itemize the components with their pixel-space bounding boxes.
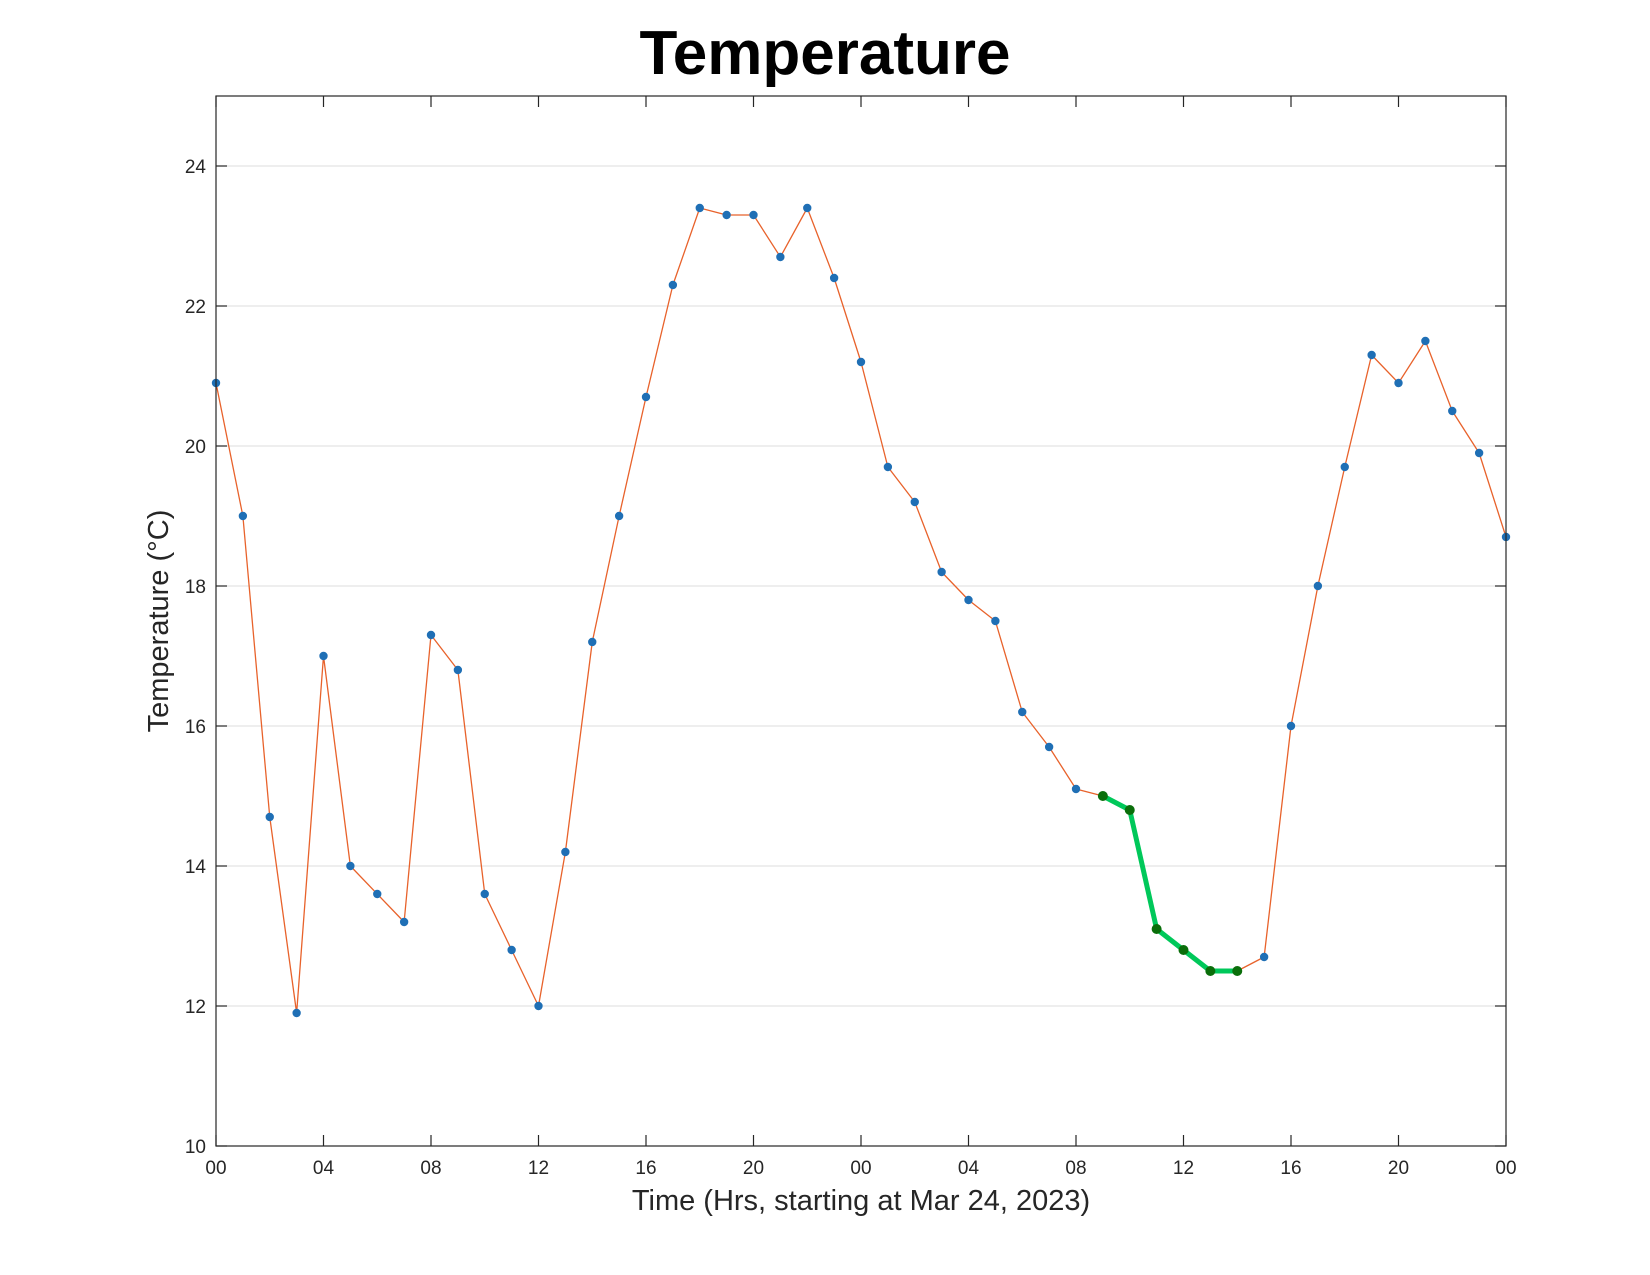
temperature-data-point bbox=[265, 812, 274, 822]
x-tick-label: 04 bbox=[313, 1158, 335, 1179]
y-tick-label: 24 bbox=[185, 157, 207, 178]
temperature-data-point bbox=[1474, 448, 1484, 458]
temperature-data-point bbox=[373, 889, 382, 899]
y-tick-label: 22 bbox=[185, 297, 206, 318]
x-tick-label: 20 bbox=[743, 1158, 764, 1179]
y-tick-label: 10 bbox=[185, 1137, 206, 1158]
x-tick-label: 00 bbox=[205, 1158, 226, 1179]
highlight-data-point bbox=[1124, 805, 1135, 815]
y-tick-label: 14 bbox=[185, 857, 207, 878]
temperature-data-point bbox=[1421, 336, 1430, 346]
temperature-data-point bbox=[346, 861, 355, 871]
temperature-data-point bbox=[426, 630, 436, 640]
y-tick-label: 20 bbox=[185, 437, 206, 458]
highlight-data-point bbox=[1151, 924, 1162, 934]
highlight-data-point bbox=[1205, 966, 1216, 976]
highlight-data-point bbox=[1178, 945, 1189, 955]
temperature-data-point bbox=[1367, 350, 1376, 360]
highlight-data-point bbox=[1232, 966, 1243, 976]
temperature-data-point bbox=[776, 252, 785, 262]
x-tick-label: 20 bbox=[1388, 1158, 1409, 1179]
x-tick-label: 12 bbox=[1173, 1158, 1194, 1179]
temperature-data-point bbox=[910, 497, 919, 507]
temperature-data-point bbox=[749, 210, 758, 220]
temperature-data-point bbox=[937, 567, 946, 577]
temperature-data-point bbox=[829, 273, 839, 283]
x-tick-label: 08 bbox=[1065, 1158, 1086, 1179]
temperature-data-point bbox=[1340, 462, 1349, 472]
temperature-data-point bbox=[1044, 742, 1054, 752]
axis-ticks bbox=[215, 96, 1507, 1147]
x-tick-label: 08 bbox=[420, 1158, 441, 1179]
temperature-series-line bbox=[215, 207, 1507, 1014]
temperature-data-point bbox=[1394, 378, 1403, 388]
temperature-data-point bbox=[856, 357, 866, 367]
temperature-data-point bbox=[668, 280, 678, 290]
x-axis-label: Time (Hrs, starting at Mar 24, 2023) bbox=[632, 1185, 1090, 1217]
series-lines bbox=[215, 207, 1507, 1014]
temperature-data-point bbox=[1448, 406, 1457, 416]
y-tick-label: 16 bbox=[185, 717, 206, 738]
temperature-data-point bbox=[534, 1001, 543, 1011]
temperature-data-point bbox=[991, 616, 1000, 626]
y-tick-label: 12 bbox=[185, 997, 206, 1018]
temperature-data-point bbox=[1071, 784, 1081, 794]
temperature-data-point bbox=[641, 392, 651, 402]
temperature-data-point bbox=[1286, 721, 1296, 731]
temperature-data-point bbox=[292, 1008, 301, 1018]
highlight-data-point bbox=[1097, 791, 1108, 801]
x-tick-label: 16 bbox=[1280, 1158, 1301, 1179]
temperature-data-point bbox=[803, 203, 812, 213]
x-tick-label: 04 bbox=[958, 1158, 980, 1179]
y-axis-label: Temperature (°C) bbox=[143, 510, 175, 733]
data-markers bbox=[211, 203, 1511, 1018]
temperature-data-point bbox=[695, 203, 704, 213]
temperature-data-point bbox=[238, 511, 248, 521]
temperature-data-point bbox=[588, 637, 597, 647]
temperature-data-point bbox=[722, 210, 731, 220]
temperature-data-point bbox=[561, 847, 570, 857]
temperature-data-point bbox=[964, 595, 973, 605]
x-tick-label: 16 bbox=[635, 1158, 656, 1179]
temperature-data-point bbox=[319, 651, 328, 661]
x-tick-label: 00 bbox=[1495, 1158, 1516, 1179]
temperature-data-point bbox=[883, 462, 893, 472]
highlight-series-line bbox=[1100, 793, 1240, 974]
chart-title: Temperature bbox=[640, 19, 1011, 88]
temperature-data-point bbox=[614, 511, 624, 521]
temperature-data-point bbox=[399, 917, 409, 927]
grid-lines bbox=[216, 165, 1506, 1007]
x-tick-label: 00 bbox=[850, 1158, 871, 1179]
temperature-data-point bbox=[1259, 952, 1269, 962]
tick-labels: 10 12 14 16 18 20 22 24 00 04 08 12 16 20 00 04 08 12 16 20… bbox=[185, 157, 1517, 1179]
temperature-data-point bbox=[507, 945, 516, 955]
temperature-data-point bbox=[453, 665, 463, 675]
temperature-data-point bbox=[1313, 581, 1323, 591]
plot-area-frame bbox=[215, 95, 1507, 1147]
x-tick-label: 12 bbox=[528, 1158, 549, 1179]
y-tick-label: 18 bbox=[185, 577, 206, 598]
temperature-data-point bbox=[480, 889, 489, 899]
temperature-data-point bbox=[1018, 707, 1027, 717]
